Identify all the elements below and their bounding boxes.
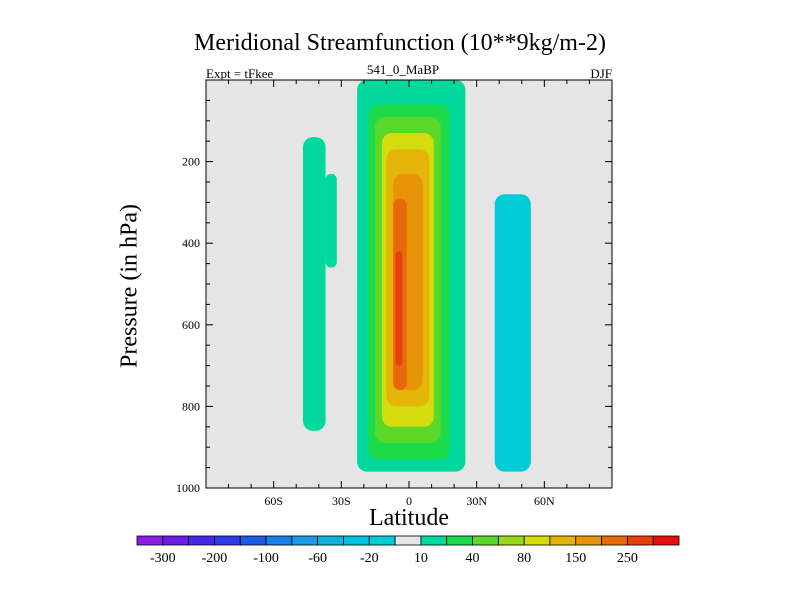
colorbar-label: -60 bbox=[308, 551, 327, 566]
contour-region bbox=[494, 194, 531, 472]
colorbar-swatch bbox=[652, 535, 680, 546]
y-tick-label: 800 bbox=[182, 399, 200, 413]
colorbar-swatch bbox=[214, 535, 241, 546]
colorbar-swatch bbox=[343, 535, 370, 546]
colorbar-swatch bbox=[472, 535, 499, 546]
colorbar-swatch bbox=[188, 535, 215, 546]
y-axis-label: Pressure (in hPa) bbox=[116, 204, 143, 368]
y-tick-label: 200 bbox=[182, 155, 200, 169]
colorbar-swatch bbox=[136, 535, 164, 546]
colorbar-swatch bbox=[265, 535, 293, 546]
x-tick-label: 60S bbox=[264, 494, 283, 508]
colorbar-swatch bbox=[239, 535, 267, 546]
contour-region bbox=[289, 112, 299, 435]
colorbar-swatch bbox=[394, 535, 422, 546]
colorbar-swatch bbox=[162, 535, 190, 546]
run-label: 541_0_MaBP bbox=[366, 62, 440, 77]
y-tick-label: 600 bbox=[182, 318, 200, 332]
y-tick-label: 400 bbox=[182, 236, 200, 250]
contour-region bbox=[352, 141, 358, 293]
colorbar-swatch bbox=[523, 535, 551, 546]
x-tick-label: 0 bbox=[406, 494, 412, 508]
x-tick-label: 60N bbox=[534, 494, 555, 508]
experiment-label: Expt = tFkee bbox=[206, 66, 274, 81]
y-tick-label: 1000 bbox=[176, 481, 200, 495]
chart-title: Meridional Streamfunction (10**9kg/m-2) bbox=[194, 30, 606, 56]
colorbar-label: 10 bbox=[414, 551, 428, 566]
contour-region bbox=[325, 173, 337, 268]
contour-region bbox=[266, 96, 290, 435]
colorbar-swatch bbox=[446, 535, 473, 546]
colorbar-swatch bbox=[601, 535, 628, 546]
season-label: DJF bbox=[590, 66, 612, 81]
colorbar-label: -200 bbox=[202, 551, 228, 566]
colorbar-label: -300 bbox=[150, 551, 176, 566]
colorbar-swatch bbox=[420, 535, 448, 546]
colorbar-label: 80 bbox=[517, 551, 531, 566]
contour-region bbox=[345, 292, 358, 448]
colorbar-label: 150 bbox=[565, 551, 586, 566]
x-tick-label: 30N bbox=[466, 494, 487, 508]
x-axis-label: Latitude bbox=[369, 505, 449, 531]
colorbar-label: 40 bbox=[466, 551, 480, 566]
colorbar-swatch bbox=[626, 535, 654, 546]
contour-region bbox=[395, 251, 403, 366]
colorbar-swatch bbox=[291, 535, 319, 546]
colorbar-label: -20 bbox=[360, 551, 379, 566]
colorbar-label: 250 bbox=[617, 551, 638, 566]
colorbar-swatch bbox=[549, 535, 577, 546]
contour-region bbox=[533, 80, 552, 154]
colorbar-swatch bbox=[368, 535, 396, 546]
colorbar-swatch bbox=[317, 535, 344, 546]
contour-region bbox=[302, 137, 326, 431]
x-tick-label: 30S bbox=[332, 494, 351, 508]
colorbar-swatch bbox=[497, 535, 525, 546]
colorbar-label: -100 bbox=[253, 551, 279, 566]
colorbar-swatch bbox=[575, 535, 602, 546]
